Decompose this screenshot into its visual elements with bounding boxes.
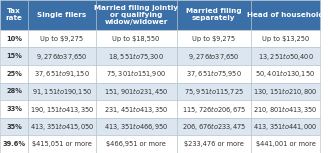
Text: $413,351 to $466,950: $413,351 to $466,950 bbox=[104, 121, 168, 132]
Text: 15%: 15% bbox=[6, 53, 22, 59]
Text: $206,676 to $233,475: $206,676 to $233,475 bbox=[182, 121, 246, 132]
Bar bbox=[96, 83, 177, 100]
Bar bbox=[177, 83, 251, 100]
Bar bbox=[0, 135, 28, 153]
Bar bbox=[96, 100, 177, 118]
Bar bbox=[251, 30, 320, 47]
Bar bbox=[251, 118, 320, 135]
Bar bbox=[96, 47, 177, 65]
Text: $441,001 or more: $441,001 or more bbox=[255, 141, 315, 147]
Bar bbox=[251, 65, 320, 83]
Text: Tax
rate: Tax rate bbox=[6, 8, 22, 21]
Text: $75,951 to $115,725: $75,951 to $115,725 bbox=[184, 86, 244, 97]
Bar bbox=[0, 47, 28, 65]
Text: $115,726 to $206,675: $115,726 to $206,675 bbox=[182, 104, 246, 114]
Text: 10%: 10% bbox=[6, 36, 22, 42]
Bar bbox=[96, 30, 177, 47]
Text: $413,351 to $441,000: $413,351 to $441,000 bbox=[253, 121, 317, 132]
Bar bbox=[177, 0, 251, 30]
Text: $190,151 to $413,350: $190,151 to $413,350 bbox=[30, 104, 94, 114]
Text: $50,401 to $130,150: $50,401 to $130,150 bbox=[255, 68, 315, 79]
Bar bbox=[177, 100, 251, 118]
Bar bbox=[0, 30, 28, 47]
Text: $130,151 to $210,800: $130,151 to $210,800 bbox=[253, 86, 317, 97]
Bar bbox=[0, 118, 28, 135]
Text: $37,651 to $75,950: $37,651 to $75,950 bbox=[186, 68, 242, 79]
Bar bbox=[28, 83, 96, 100]
Bar bbox=[96, 135, 177, 153]
Bar bbox=[251, 83, 320, 100]
Bar bbox=[251, 135, 320, 153]
Bar bbox=[177, 47, 251, 65]
Text: $18,551 to $75,300: $18,551 to $75,300 bbox=[108, 51, 164, 62]
Bar bbox=[251, 0, 320, 30]
Bar bbox=[0, 100, 28, 118]
Text: Up to $18,550: Up to $18,550 bbox=[113, 36, 160, 42]
Text: $413,351 to $415,050: $413,351 to $415,050 bbox=[30, 121, 94, 132]
Text: Head of household: Head of household bbox=[247, 12, 324, 18]
Text: 28%: 28% bbox=[6, 88, 22, 94]
Text: 33%: 33% bbox=[6, 106, 22, 112]
Bar bbox=[28, 118, 96, 135]
Text: Up to $13,250: Up to $13,250 bbox=[262, 36, 309, 42]
Bar bbox=[28, 30, 96, 47]
Bar bbox=[28, 135, 96, 153]
Text: $415,051 or more: $415,051 or more bbox=[32, 141, 92, 147]
Text: Single filers: Single filers bbox=[37, 12, 86, 18]
Text: $151,901 to $231,450: $151,901 to $231,450 bbox=[104, 86, 168, 97]
Bar bbox=[96, 0, 177, 30]
Bar bbox=[28, 65, 96, 83]
Bar bbox=[0, 83, 28, 100]
Text: $9,276 to $37,650: $9,276 to $37,650 bbox=[188, 51, 240, 62]
Bar bbox=[251, 100, 320, 118]
Text: $75,301 to $151,900: $75,301 to $151,900 bbox=[106, 68, 166, 79]
Text: $13,251 to $50,400: $13,251 to $50,400 bbox=[257, 51, 314, 62]
Bar bbox=[0, 0, 28, 30]
Text: $91,151 to $190,150: $91,151 to $190,150 bbox=[32, 86, 92, 97]
Text: Married filing jointly
or qualifying
widow/widower: Married filing jointly or qualifying wid… bbox=[94, 5, 178, 25]
Text: $466,951 or more: $466,951 or more bbox=[106, 141, 166, 147]
Text: 25%: 25% bbox=[6, 71, 22, 77]
Text: $210,801 to $413,350: $210,801 to $413,350 bbox=[253, 104, 317, 114]
Bar bbox=[177, 65, 251, 83]
Bar bbox=[28, 0, 96, 30]
Text: $9,276 to $37,650: $9,276 to $37,650 bbox=[36, 51, 88, 62]
Text: Married filing
separately: Married filing separately bbox=[186, 8, 242, 21]
Text: Up to $9,275: Up to $9,275 bbox=[40, 36, 83, 42]
Bar bbox=[0, 65, 28, 83]
Bar bbox=[251, 47, 320, 65]
Text: $233,476 or more: $233,476 or more bbox=[184, 141, 244, 147]
Bar bbox=[177, 135, 251, 153]
Text: 39.6%: 39.6% bbox=[2, 141, 26, 147]
Bar bbox=[96, 118, 177, 135]
Bar bbox=[28, 47, 96, 65]
Text: $37,651 to $91,150: $37,651 to $91,150 bbox=[34, 68, 90, 79]
Text: $231,451 to $413,350: $231,451 to $413,350 bbox=[104, 104, 168, 114]
Text: Up to $9,275: Up to $9,275 bbox=[192, 36, 235, 42]
Bar bbox=[177, 118, 251, 135]
Bar bbox=[177, 30, 251, 47]
Text: 35%: 35% bbox=[6, 124, 22, 130]
Bar bbox=[28, 100, 96, 118]
Bar bbox=[96, 65, 177, 83]
